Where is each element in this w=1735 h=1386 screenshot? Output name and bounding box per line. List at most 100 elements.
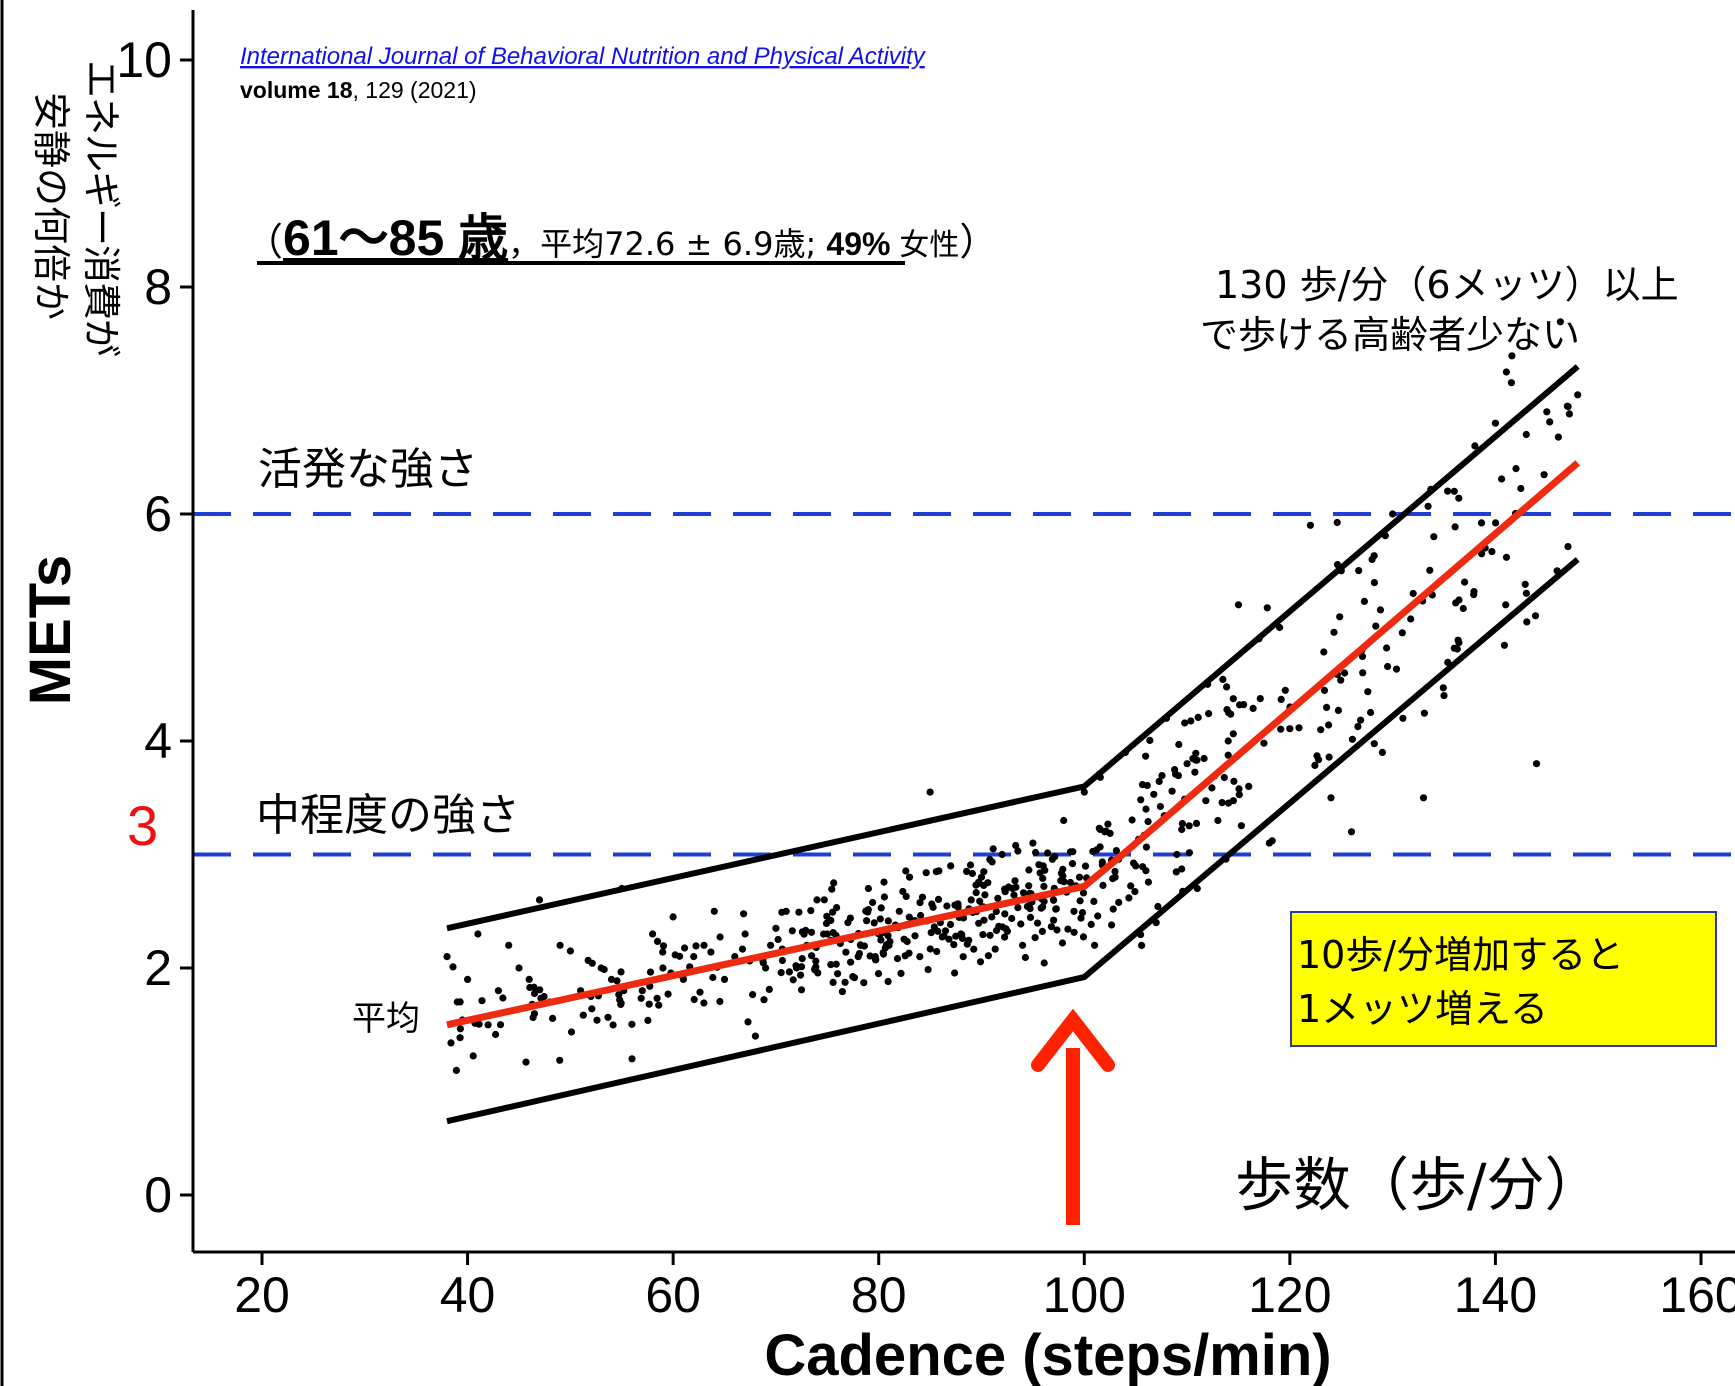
data-point	[870, 919, 878, 927]
data-point	[975, 878, 983, 886]
data-point	[1096, 773, 1104, 781]
y-axis-ticks: 0 2 4 6 8 10	[116, 32, 193, 1223]
data-point	[496, 1021, 505, 1029]
x-tick-label: 120	[1248, 1267, 1331, 1323]
data-point	[1058, 939, 1067, 947]
data-point	[676, 952, 684, 960]
moderate-label: 中程度の強さ	[256, 790, 520, 841]
data-point	[604, 1013, 612, 1021]
data-point	[536, 986, 544, 994]
data-point	[1370, 552, 1378, 560]
data-point	[1370, 579, 1378, 587]
data-point	[986, 931, 994, 939]
data-point	[1144, 818, 1152, 826]
data-point	[741, 930, 749, 938]
data-point	[1075, 873, 1084, 881]
data-point	[1039, 874, 1047, 883]
data-point	[1522, 589, 1530, 597]
data-point	[935, 867, 943, 875]
data-point	[1146, 736, 1154, 745]
population-summary: （61〜85 歳，平均72.6 ± 6.9歳; 49% 女性）	[245, 210, 997, 266]
journal-link[interactable]: International Journal of Behavioral Nutr…	[240, 43, 927, 70]
data-point	[579, 1011, 587, 1019]
mean-line-group	[446, 460, 1580, 1029]
data-point	[1451, 523, 1459, 531]
data-point	[690, 953, 698, 961]
data-point	[456, 1025, 464, 1033]
data-point	[1378, 748, 1386, 757]
data-point	[1081, 862, 1090, 870]
data-point	[710, 907, 718, 915]
data-point	[692, 942, 700, 950]
data-point	[1047, 923, 1055, 931]
data-point	[738, 945, 747, 953]
data-point	[902, 892, 910, 901]
data-point	[529, 1013, 537, 1022]
data-point	[607, 975, 616, 984]
data-point	[863, 917, 871, 925]
x-axis-title: Cadence (steps/min)	[764, 1323, 1331, 1386]
data-point	[1556, 318, 1564, 326]
data-point	[838, 988, 847, 996]
data-point	[1488, 548, 1496, 556]
y-tick-label: 4	[144, 713, 172, 769]
data-point	[681, 944, 689, 952]
data-point	[740, 910, 748, 918]
data-point	[1194, 713, 1202, 722]
data-point	[1327, 794, 1335, 802]
data-point	[1191, 768, 1199, 776]
data-point	[1229, 797, 1237, 805]
data-point	[954, 903, 962, 911]
data-point	[1109, 875, 1117, 883]
data-point	[1227, 710, 1235, 718]
data-point	[933, 947, 941, 956]
data-point	[1354, 723, 1362, 731]
data-point	[526, 983, 534, 992]
data-point	[1223, 683, 1231, 691]
data-point	[1021, 953, 1029, 962]
data-point	[1070, 907, 1078, 915]
data-point	[1491, 419, 1499, 427]
data-point	[556, 1056, 564, 1064]
data-point	[1128, 816, 1136, 824]
x-axis-ticks: 20 40 60 80 100 120 140 160	[234, 1252, 1735, 1323]
arrow-head	[1031, 1008, 1115, 1072]
data-point	[808, 952, 816, 960]
data-point	[963, 867, 971, 876]
data-point	[1540, 471, 1548, 479]
data-point	[653, 937, 662, 946]
data-point	[1325, 753, 1333, 761]
data-point	[1172, 868, 1180, 876]
data-point	[707, 948, 715, 956]
data-point	[525, 975, 533, 984]
data-point	[1017, 920, 1025, 928]
data-point	[456, 1034, 464, 1042]
data-point	[1031, 934, 1039, 942]
data-point	[1508, 352, 1516, 360]
data-point	[1372, 622, 1380, 630]
data-point	[1330, 628, 1338, 636]
data-point	[1359, 669, 1367, 677]
data-point	[1185, 849, 1193, 857]
data-point	[1444, 487, 1452, 495]
data-point	[1039, 903, 1047, 911]
data-point	[988, 913, 996, 921]
data-point	[1470, 591, 1478, 599]
data-point	[864, 906, 872, 914]
data-point	[905, 913, 913, 921]
data-point	[934, 895, 943, 904]
data-point	[628, 1055, 636, 1063]
x-tick-label: 140	[1454, 1267, 1537, 1323]
data-point	[941, 927, 950, 935]
data-point	[1087, 920, 1095, 929]
data-point	[1080, 788, 1088, 796]
data-point	[494, 987, 502, 995]
data-point	[1523, 618, 1531, 626]
data-point	[1029, 839, 1037, 847]
x-tick-label: 100	[1043, 1267, 1126, 1323]
data-point	[1546, 418, 1554, 426]
data-point	[469, 1052, 477, 1060]
data-point	[820, 930, 828, 938]
data-point	[905, 949, 913, 957]
data-point	[1564, 403, 1572, 411]
